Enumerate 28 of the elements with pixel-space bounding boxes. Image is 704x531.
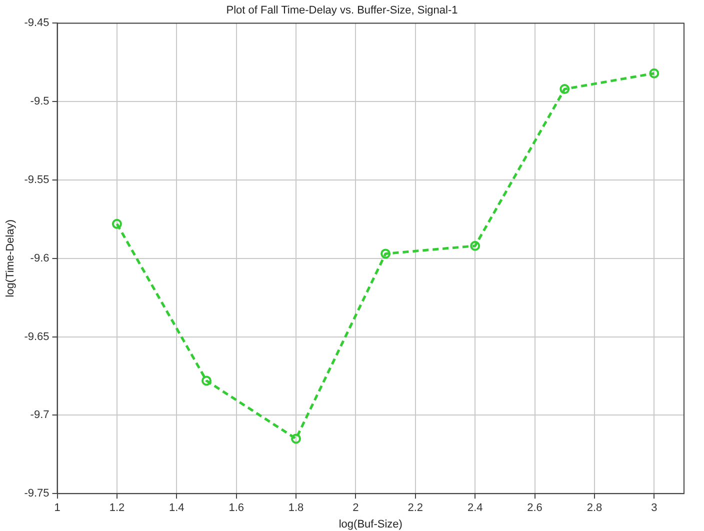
x-tick-label: 1 — [54, 502, 60, 514]
point — [380, 248, 391, 259]
point — [649, 68, 660, 78]
point — [470, 240, 480, 251]
x-tick-label: 2.8 — [586, 502, 602, 514]
y-tick-label: -9.55 — [24, 174, 50, 186]
x-tick-label: 2.4 — [467, 502, 483, 514]
y-tick-label: -9.75 — [24, 488, 50, 500]
point — [291, 434, 302, 444]
x-tick-label: 3 — [651, 502, 658, 514]
y-tick-label: -9.7 — [30, 409, 50, 422]
x-tick-label: 2 — [352, 502, 359, 514]
point — [112, 218, 122, 229]
y-tick-label: -9.45 — [24, 17, 50, 30]
x-tick-label: 2.6 — [527, 502, 542, 514]
point — [201, 376, 212, 386]
y-axis-title: log(Time-Delay) — [4, 219, 17, 298]
point — [560, 84, 570, 94]
x-tick-label: 1.8 — [288, 502, 304, 514]
x-tick-label: 1.4 — [169, 502, 184, 514]
y-tick-label: -9.6 — [30, 252, 50, 264]
y-tick-label: -9.65 — [24, 330, 50, 343]
x-tick-label: 2.2 — [408, 502, 424, 514]
x-tick-label: 1.2 — [109, 502, 125, 514]
x-axis-title: log(Buf-Size) — [338, 518, 402, 530]
chart-title: Plot of Fall Time-Delay vs. Buffer-Size, Signal-1 — [226, 4, 458, 17]
x-tick-label: 1.6 — [228, 502, 244, 514]
y-tick-label: -9.5 — [30, 96, 50, 108]
